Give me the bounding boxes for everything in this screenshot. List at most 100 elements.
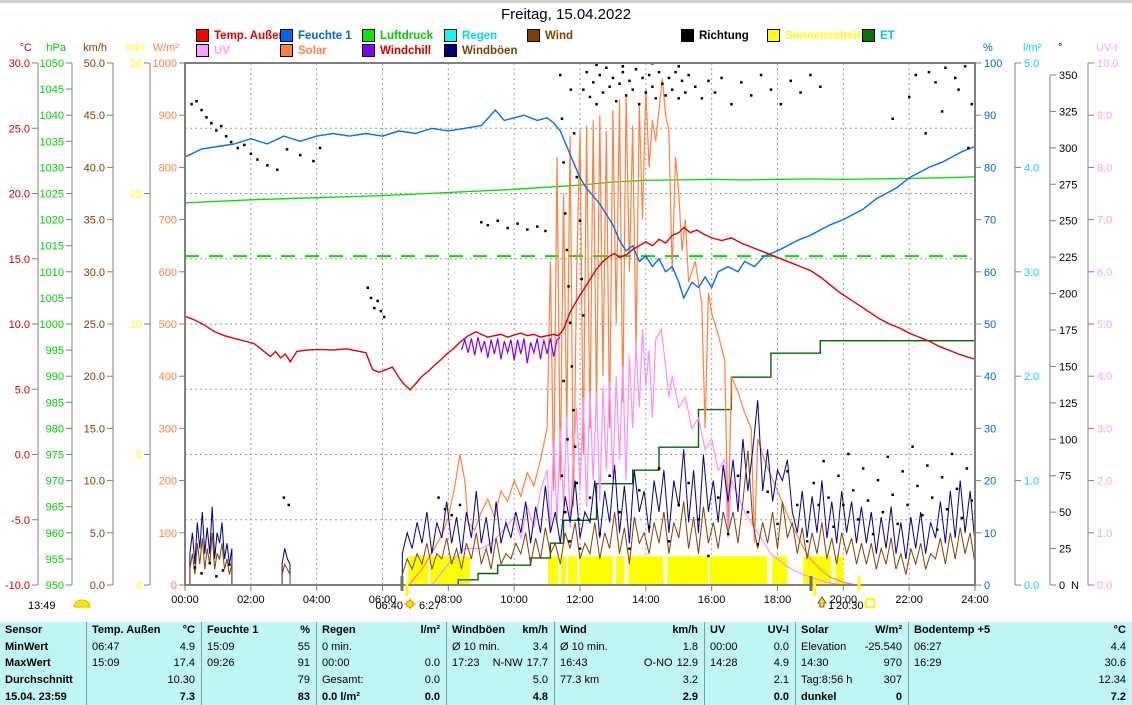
series-wind: [189, 450, 975, 585]
cell-time: 16:43: [560, 657, 588, 670]
x-tick-label: 20:00: [830, 594, 858, 606]
axis-tick-label: 990: [46, 371, 64, 383]
cell-time: Ø 10 min.: [560, 640, 608, 653]
axis-tick-label: 10.0: [9, 319, 30, 331]
col-header: Bodentemp +5: [914, 624, 991, 637]
table-row: 0.0: [705, 688, 795, 705]
axis-tick-label: 1040: [40, 110, 64, 122]
axis-tick-label: 150: [1059, 361, 1077, 373]
cell-value: 7.3: [179, 690, 195, 703]
table-row: 00:00 0.0: [705, 639, 795, 656]
axis-tick-label: 955: [46, 554, 64, 566]
weather-chart: 30.025.020.015.010.05.00.0-5.0-10.0°C 10 5…: [5, 42, 1119, 612]
col-header: Sensor: [5, 624, 43, 637]
legend-item-luftdruck: Luftdruck: [362, 29, 433, 42]
cell-value: -25.540: [864, 640, 902, 653]
legend-item-richtung: Richtung: [681, 29, 749, 42]
axis-tick-label: 600: [159, 267, 177, 279]
legend-label: Windböen: [462, 44, 518, 57]
cell-value: 0.0: [773, 640, 789, 653]
table-row: 10.30: [87, 672, 201, 689]
axis-tick-label: 995: [46, 345, 64, 357]
table-row: Tag:8:56 h 307: [796, 672, 908, 689]
axis-tick-label: 0.0: [1024, 580, 1039, 592]
axis-tick-label: 985: [46, 397, 64, 409]
axis-tick-label: 80: [984, 162, 996, 174]
axis-tick-label: 1000: [153, 58, 177, 70]
row-label: 15.04. 23:59: [5, 690, 67, 703]
cell-time: 06:27: [914, 640, 942, 653]
cell-time: 17:23: [452, 657, 480, 670]
axis-tick-label: 15.0: [84, 423, 105, 435]
x-tick-label: 22:00: [895, 594, 923, 606]
axis-tick-label: 30.0: [84, 267, 105, 279]
cell-value: 970: [883, 657, 902, 670]
cell-value: 12.34: [1098, 674, 1126, 687]
axis-tick-label: 4.0: [1024, 162, 1039, 174]
x-tick-label: 00:00: [171, 594, 199, 606]
cell-value: 4.9: [773, 657, 789, 670]
cell-time: Gesamt:: [322, 674, 364, 687]
series-windb-en: [189, 400, 975, 585]
legend-swatch-temp: [196, 29, 209, 42]
cell-time: 0 min.: [322, 640, 352, 653]
table-row: Solar W/m²: [796, 622, 908, 639]
table-row: 06:27 4.4: [909, 639, 1132, 656]
axis-tick-label: 10.0: [1097, 58, 1118, 70]
table-row: 7.3: [87, 688, 201, 705]
chart-date-title: Freitag, 15.04.2022: [500, 6, 632, 23]
table-row: 06:47 4.9: [87, 639, 201, 656]
table-row: Regen l/m²: [317, 622, 446, 639]
legend-swatch-windboen: [444, 44, 457, 57]
cell-value: l/m²: [420, 624, 440, 637]
legend-label: Sonnenschein: [785, 29, 864, 42]
cell-value: 4.4: [1110, 640, 1126, 653]
series-et: [399, 340, 975, 585]
axis-tick-label: 5.0: [1024, 58, 1039, 70]
legend-item-regen: Regen: [444, 29, 497, 42]
axis-tick-label: 10: [130, 319, 142, 331]
table-row: MaxWert: [0, 655, 86, 672]
axis-tick-label: 5: [136, 450, 142, 462]
cell-value: 12.9: [676, 657, 698, 670]
axis-tick-label: 50: [1059, 507, 1071, 519]
axis-tick-label: 0: [984, 580, 990, 592]
cell-time: 16:29: [914, 657, 942, 670]
axis-tick-label: 100: [1059, 434, 1077, 446]
col-header: Wind: [560, 624, 587, 637]
table-col-windb-en: Windböen km/h Ø 10 min. 3.4 17:23 N-NW 17.7 5.0…: [446, 622, 554, 705]
legend-label: Solar: [298, 44, 327, 57]
legend-swatch-windchill: [362, 44, 375, 57]
table-row: 00:00 0.0: [317, 655, 446, 672]
axis-tick-label: 15: [130, 189, 142, 201]
table-row: Ø 10 min. 3.4: [447, 639, 554, 656]
cell-value: 0.0: [773, 690, 789, 703]
cell-time: Elevation: [801, 640, 847, 653]
axis-tick-label: 300: [159, 423, 177, 435]
axis-unit-label: W/m²: [153, 42, 180, 54]
daylight-markers: 06:40 6:27 1 20:30 13:49: [28, 576, 875, 612]
table-row: Temp. Außen °C: [87, 622, 201, 639]
cell-direction: N-NW: [492, 657, 523, 670]
cell-value: 30.6: [1104, 657, 1126, 670]
row-label: MinWert: [5, 640, 49, 653]
axis-tick-label: 5.0: [90, 528, 105, 540]
legend-label: Richtung: [699, 29, 749, 42]
statistics-table: Sensor MinWert MaxWert Durchschnitt 15.04. 2…: [0, 622, 1132, 705]
axis-tick-label: 70: [984, 215, 996, 227]
axis-unit-label: l/m²: [1023, 42, 1042, 54]
col-header: Solar: [801, 624, 829, 637]
cell-value: 5.0: [532, 674, 548, 687]
x-tick-label: 08:00: [435, 594, 463, 606]
legend-label: Wind: [545, 29, 573, 42]
legend-item-windboen: Windböen: [444, 44, 517, 57]
sunrise-time: 06:40: [375, 600, 403, 612]
col-header: Windböen: [452, 624, 506, 637]
axis-C: 30.0 25.0 20.0 15.0 10.0 5.0 0.0 -5.0 -10.0 °C: [5, 42, 39, 592]
legend-swatch-wind: [527, 29, 540, 42]
axis-tick-label: 1030: [40, 162, 64, 174]
table-col-feuchte-1: Feuchte 1% 15:09 55 09:26 91 79 83: [201, 622, 316, 705]
axis-tick-label: 3.0: [1024, 267, 1039, 279]
axis-tick-label: 225: [1059, 252, 1077, 264]
